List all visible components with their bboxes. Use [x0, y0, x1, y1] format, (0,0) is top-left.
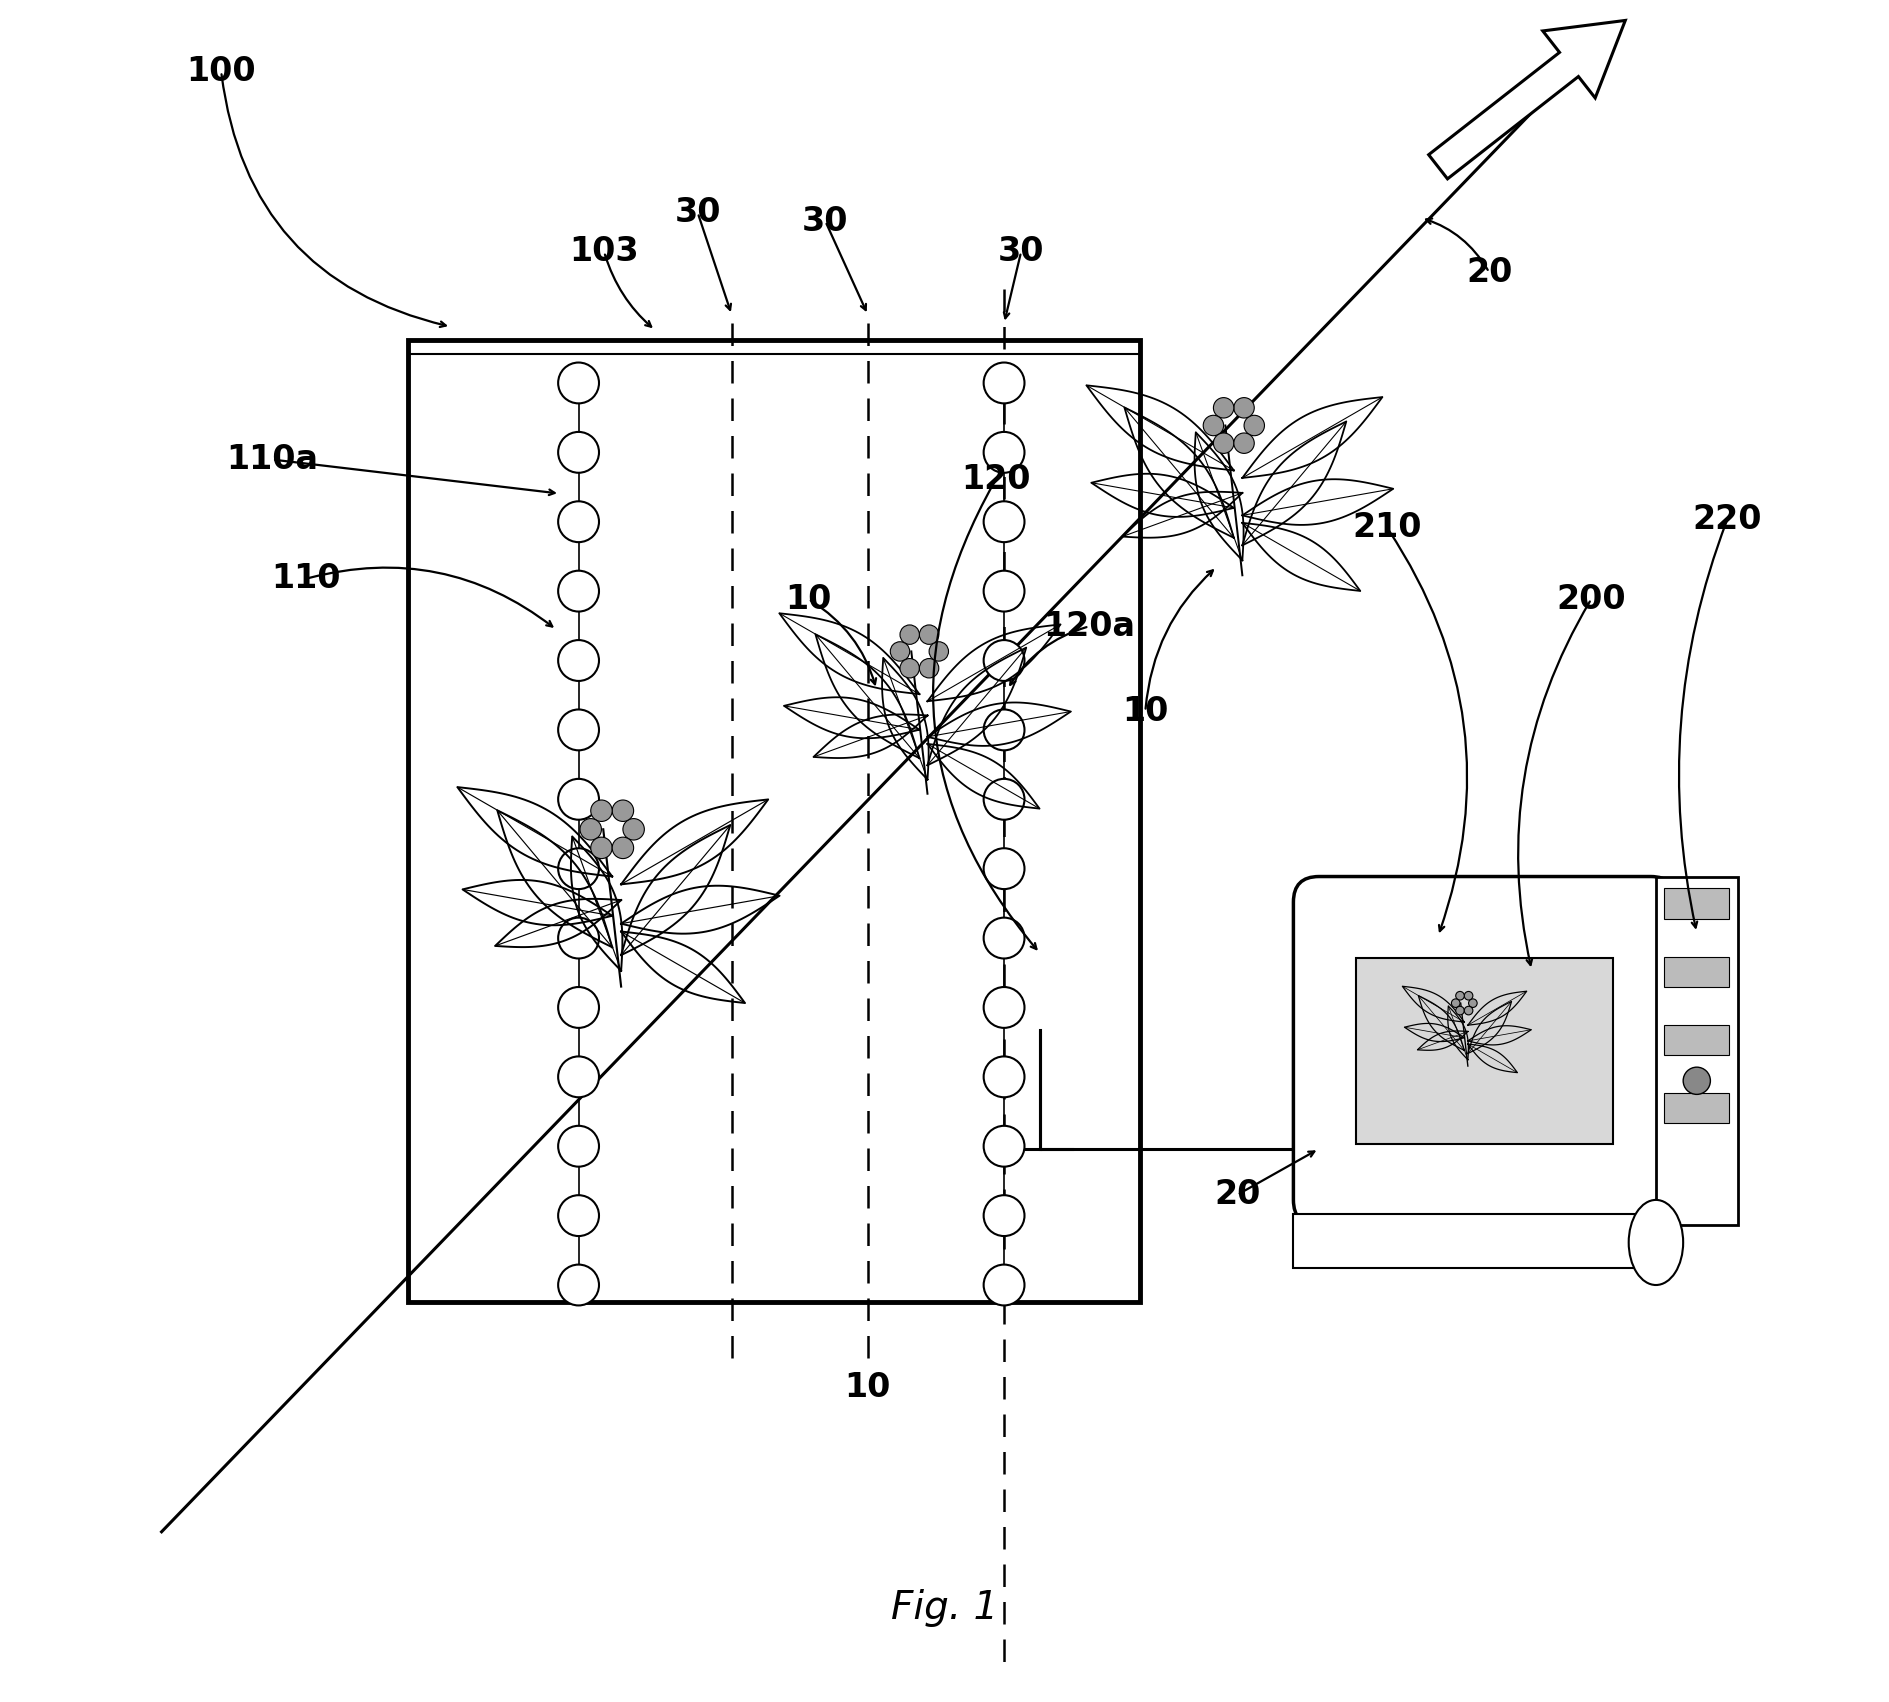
Bar: [1664, 1093, 1728, 1123]
Circle shape: [591, 800, 612, 822]
Circle shape: [984, 1125, 1024, 1166]
Circle shape: [984, 1265, 1024, 1305]
Bar: [1664, 1025, 1728, 1055]
Circle shape: [557, 363, 599, 403]
Text: 220: 220: [1693, 502, 1762, 536]
Text: 110: 110: [272, 562, 342, 596]
Circle shape: [612, 800, 633, 822]
Bar: [1657, 877, 1738, 1225]
Circle shape: [920, 659, 939, 677]
Circle shape: [557, 502, 599, 543]
FancyBboxPatch shape: [1294, 877, 1676, 1225]
Circle shape: [1213, 398, 1234, 419]
Circle shape: [557, 570, 599, 611]
Circle shape: [557, 432, 599, 473]
Text: 100: 100: [187, 54, 257, 89]
Circle shape: [1464, 992, 1473, 1001]
Circle shape: [1468, 999, 1477, 1008]
Circle shape: [557, 710, 599, 751]
Text: 30: 30: [997, 235, 1045, 269]
Circle shape: [1213, 432, 1234, 453]
Circle shape: [984, 363, 1024, 403]
Circle shape: [984, 780, 1024, 820]
Text: 30: 30: [674, 196, 722, 230]
Circle shape: [612, 837, 633, 858]
Circle shape: [557, 1195, 599, 1236]
Circle shape: [557, 1125, 599, 1166]
Circle shape: [1456, 992, 1464, 1001]
Text: 103: 103: [569, 235, 638, 269]
Text: 10: 10: [844, 1370, 892, 1404]
Bar: [1294, 1214, 1651, 1268]
Circle shape: [557, 987, 599, 1028]
Bar: [1664, 957, 1728, 987]
Text: 210: 210: [1353, 511, 1422, 545]
Circle shape: [899, 625, 920, 645]
Bar: [1356, 958, 1613, 1144]
Circle shape: [557, 848, 599, 888]
Circle shape: [984, 917, 1024, 958]
Circle shape: [1464, 1006, 1473, 1014]
Circle shape: [929, 642, 948, 660]
Circle shape: [557, 780, 599, 820]
Circle shape: [984, 987, 1024, 1028]
Text: 200: 200: [1557, 582, 1626, 616]
Text: 30: 30: [803, 204, 848, 238]
Text: 120: 120: [962, 463, 1030, 497]
Circle shape: [1245, 415, 1264, 436]
Circle shape: [1683, 1067, 1710, 1094]
FancyArrow shape: [1428, 20, 1625, 179]
Circle shape: [899, 659, 920, 677]
Text: 20: 20: [1215, 1178, 1260, 1212]
Text: Fig. 1: Fig. 1: [892, 1590, 997, 1627]
Circle shape: [984, 502, 1024, 543]
Circle shape: [1234, 398, 1254, 419]
Circle shape: [557, 917, 599, 958]
Circle shape: [557, 1057, 599, 1098]
Circle shape: [890, 642, 910, 660]
Text: 110a: 110a: [227, 443, 317, 477]
Circle shape: [557, 640, 599, 681]
Circle shape: [623, 819, 644, 841]
Text: 10: 10: [786, 582, 831, 616]
Bar: [1664, 888, 1728, 919]
Circle shape: [984, 570, 1024, 611]
Circle shape: [1203, 415, 1224, 436]
Circle shape: [984, 848, 1024, 888]
Circle shape: [984, 432, 1024, 473]
Circle shape: [984, 1195, 1024, 1236]
Text: 20: 20: [1466, 255, 1513, 289]
Circle shape: [1451, 999, 1460, 1008]
Circle shape: [591, 837, 612, 858]
Bar: [408, 340, 1141, 1302]
Text: 120a: 120a: [1043, 609, 1135, 643]
Circle shape: [984, 710, 1024, 751]
Text: 10: 10: [1122, 694, 1169, 728]
Circle shape: [1234, 432, 1254, 453]
Circle shape: [1456, 1006, 1464, 1014]
Ellipse shape: [1628, 1200, 1683, 1285]
Circle shape: [557, 1265, 599, 1305]
Circle shape: [984, 1057, 1024, 1098]
Circle shape: [984, 640, 1024, 681]
Circle shape: [920, 625, 939, 645]
Circle shape: [580, 819, 601, 841]
